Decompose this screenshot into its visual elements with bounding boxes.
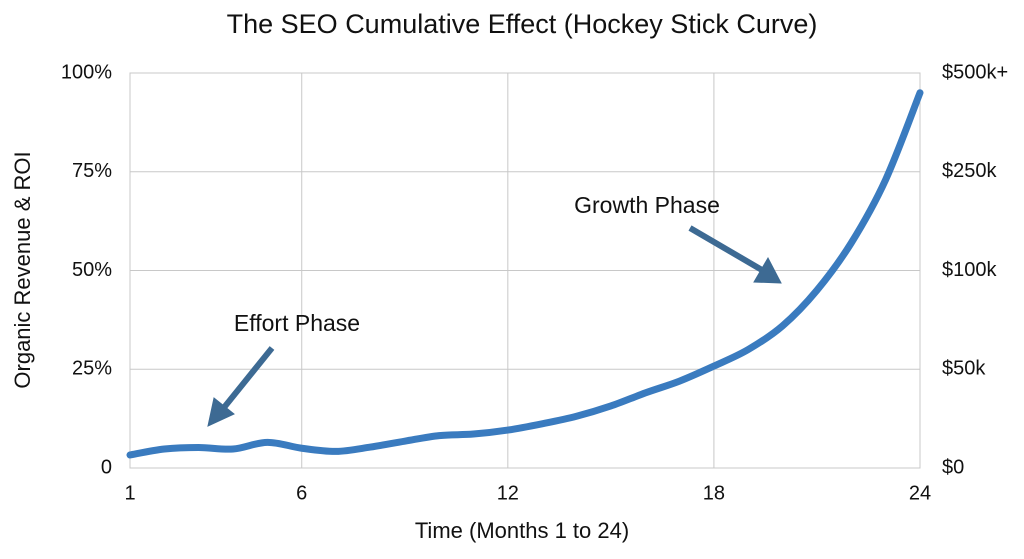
line — [126, 89, 924, 459]
annotation: Effort Phase — [234, 310, 360, 336]
y2-tick-label: $500k+ — [942, 61, 1008, 83]
plot — [126, 72, 924, 469]
arrow-shaft — [219, 346, 275, 412]
y-tick-label: 75% — [72, 160, 112, 182]
y-axis-label: Organic Revenue & ROI — [10, 151, 35, 388]
x-axis-label: Time (Months 1 to 24) — [415, 518, 629, 543]
x-tick-label: 12 — [497, 482, 519, 504]
arrow-head — [207, 397, 235, 427]
y-tick-label: 50% — [72, 259, 112, 281]
y-tick-label: 0 — [101, 456, 112, 478]
y-tick-label: 25% — [72, 358, 112, 380]
x-tick-label: 6 — [296, 482, 307, 504]
y2-tick-label: $50k — [942, 358, 986, 380]
y2-tick-label: $0 — [942, 456, 964, 478]
x-tick-label: 1 — [124, 482, 135, 504]
annotation: Growth Phase — [574, 192, 720, 218]
chart-title: The SEO Cumulative Effect (Hockey Stick … — [227, 9, 818, 39]
x-tick-label: 18 — [703, 482, 725, 504]
y2-tick-label: $250k — [942, 160, 997, 182]
x-tick-label: 24 — [909, 482, 931, 504]
y2-tick-label: $100k — [942, 259, 997, 281]
arrow-shaft — [688, 225, 764, 273]
arrows — [207, 225, 782, 427]
y-tick-label: 100% — [61, 61, 112, 83]
arrow-head — [753, 256, 782, 284]
